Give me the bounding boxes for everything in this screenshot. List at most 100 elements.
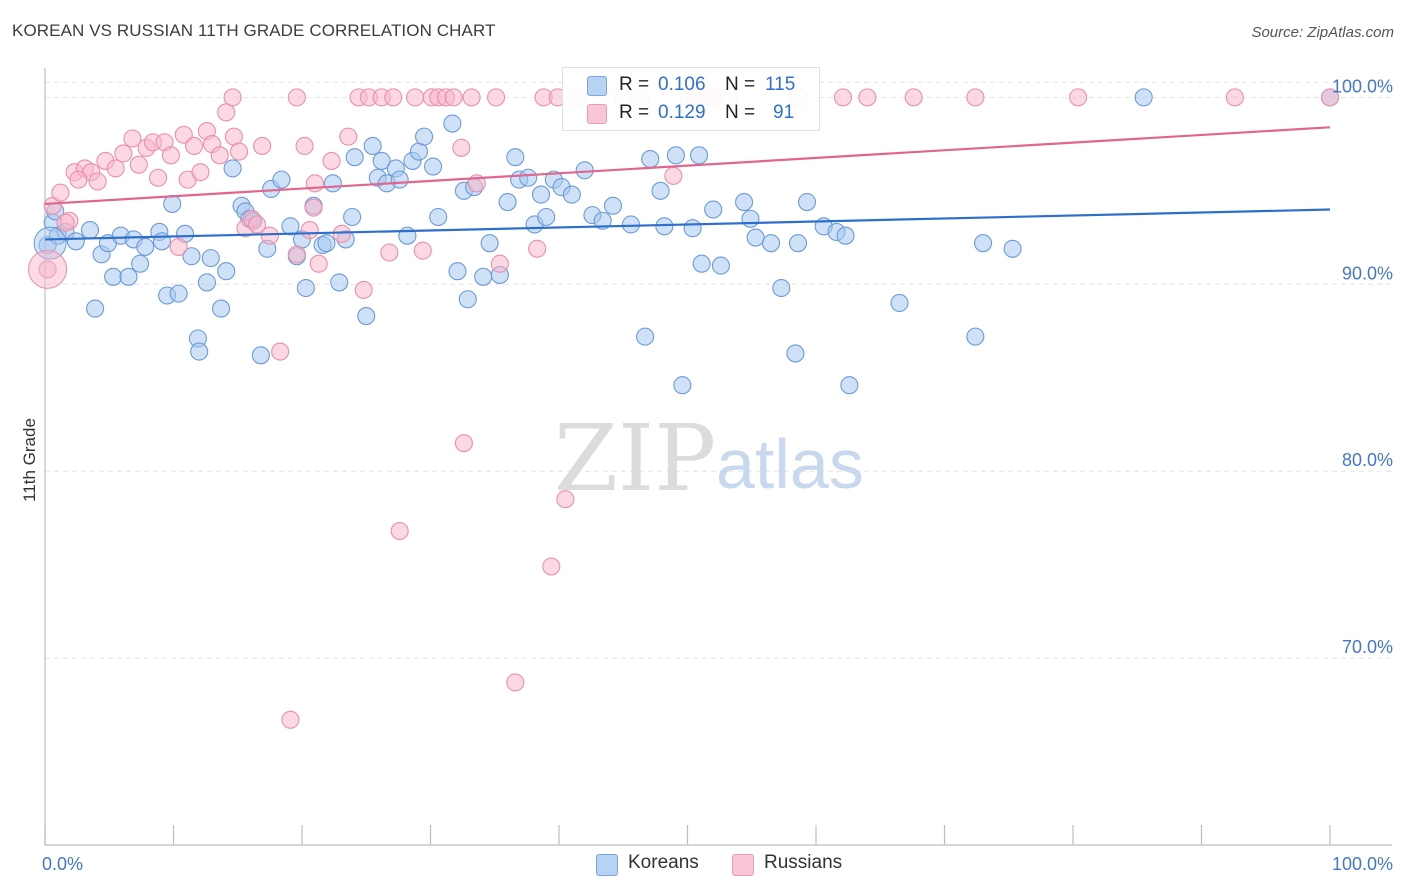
russian-point: [253, 136, 272, 156]
russian-point: [229, 142, 249, 161]
korean-point: [621, 215, 641, 234]
korean-point: [424, 157, 443, 176]
korean-point: [330, 273, 349, 292]
russian-point: [114, 144, 133, 163]
russian-point: [217, 103, 236, 122]
russian-point: [444, 88, 463, 107]
korean-point: [323, 174, 342, 193]
korean-point: [182, 247, 201, 266]
korean-point: [746, 228, 765, 247]
russian-point: [56, 213, 75, 232]
stats-row-koreans: R = 0.106 N = 115: [563, 72, 819, 100]
russian-point: [966, 88, 985, 107]
russian-point: [305, 174, 324, 193]
russian-point: [247, 215, 267, 234]
legend-swatch-russians: [732, 854, 754, 876]
korean-point: [772, 278, 791, 298]
korean-point: [836, 226, 855, 245]
trend-line-koreans: [44, 208, 1331, 241]
korean-point: [840, 376, 859, 395]
korean-point: [641, 150, 660, 169]
korean-point: [655, 217, 674, 236]
russian-point: [295, 136, 314, 156]
russian-point: [287, 88, 306, 107]
korean-point: [498, 192, 517, 212]
korean-point: [119, 267, 138, 286]
y-tick-labels: 70.0% 80.0% 90.0% 100.0%: [1332, 76, 1393, 657]
korean-point: [429, 207, 448, 227]
stats-r-label: R =: [619, 102, 650, 123]
korean-point: [458, 290, 477, 309]
korean-point: [390, 170, 409, 189]
russian-point: [556, 490, 575, 509]
russian-point: [833, 88, 853, 107]
russian-point: [28, 249, 68, 289]
korean-point: [575, 161, 594, 180]
korean-point: [562, 185, 581, 204]
russian-point: [260, 226, 279, 245]
russian-point: [287, 245, 306, 264]
korean-point: [197, 273, 216, 292]
stats-n-label: N =: [725, 102, 756, 123]
trend-lines: [44, 126, 1331, 241]
korean-point: [788, 234, 808, 253]
korean-point: [415, 127, 434, 146]
korean-point: [104, 267, 123, 286]
korean-point: [398, 226, 417, 245]
russian-point: [354, 280, 373, 299]
y-tick-label: 90.0%: [1342, 263, 1393, 283]
russian-point: [506, 673, 525, 692]
korean-point: [690, 146, 709, 165]
russian-point: [1069, 88, 1088, 107]
stats-swatch-russians: [587, 104, 607, 124]
korean-point: [211, 299, 231, 318]
korean-point: [317, 234, 336, 253]
russian-point: [185, 136, 204, 156]
chart-title: KOREAN VS RUSSIAN 11TH GRADE CORRELATION…: [12, 21, 496, 40]
russian-point: [490, 254, 509, 273]
stats-n-value: 91: [773, 102, 795, 123]
russian-point: [223, 88, 242, 107]
korean-point: [223, 159, 242, 178]
russian-point: [271, 342, 290, 361]
watermark: ZIP atlas: [554, 405, 864, 512]
korean-point: [363, 136, 382, 156]
russian-point: [904, 88, 923, 107]
korean-point: [169, 284, 188, 303]
axes: [44, 68, 1392, 846]
russian-point: [322, 151, 341, 170]
korean-point: [704, 200, 723, 219]
korean-point: [636, 327, 655, 346]
gridlines: [45, 81, 1392, 659]
x-tick-label: 100.0%: [1332, 854, 1393, 874]
russian-point: [1320, 88, 1340, 107]
korean-point: [786, 344, 805, 363]
russian-point: [169, 237, 188, 256]
korean-point: [131, 254, 150, 273]
russian-point: [380, 243, 399, 262]
korean-point: [734, 192, 754, 212]
korean-point: [593, 211, 612, 230]
russian-point: [129, 155, 148, 174]
korean-point: [797, 192, 817, 212]
russian-point: [413, 241, 432, 260]
russian-point: [174, 125, 193, 144]
y-tick-label: 70.0%: [1342, 637, 1393, 657]
korean-point: [711, 256, 730, 275]
y-tick-label: 100.0%: [1332, 76, 1393, 96]
russian-point: [486, 88, 506, 107]
korean-point: [372, 151, 391, 170]
korean-point: [345, 148, 364, 167]
korean-point: [296, 278, 315, 298]
russian-point: [309, 254, 328, 273]
korean-point: [973, 234, 993, 253]
korean-point: [666, 146, 685, 165]
russian-point: [454, 434, 473, 453]
russian-point: [106, 159, 125, 178]
korean-point: [966, 327, 985, 346]
stats-n-label: N =: [725, 74, 756, 95]
korean-point: [80, 221, 100, 240]
korean-point: [761, 234, 781, 253]
trend-line-russians: [44, 126, 1331, 206]
